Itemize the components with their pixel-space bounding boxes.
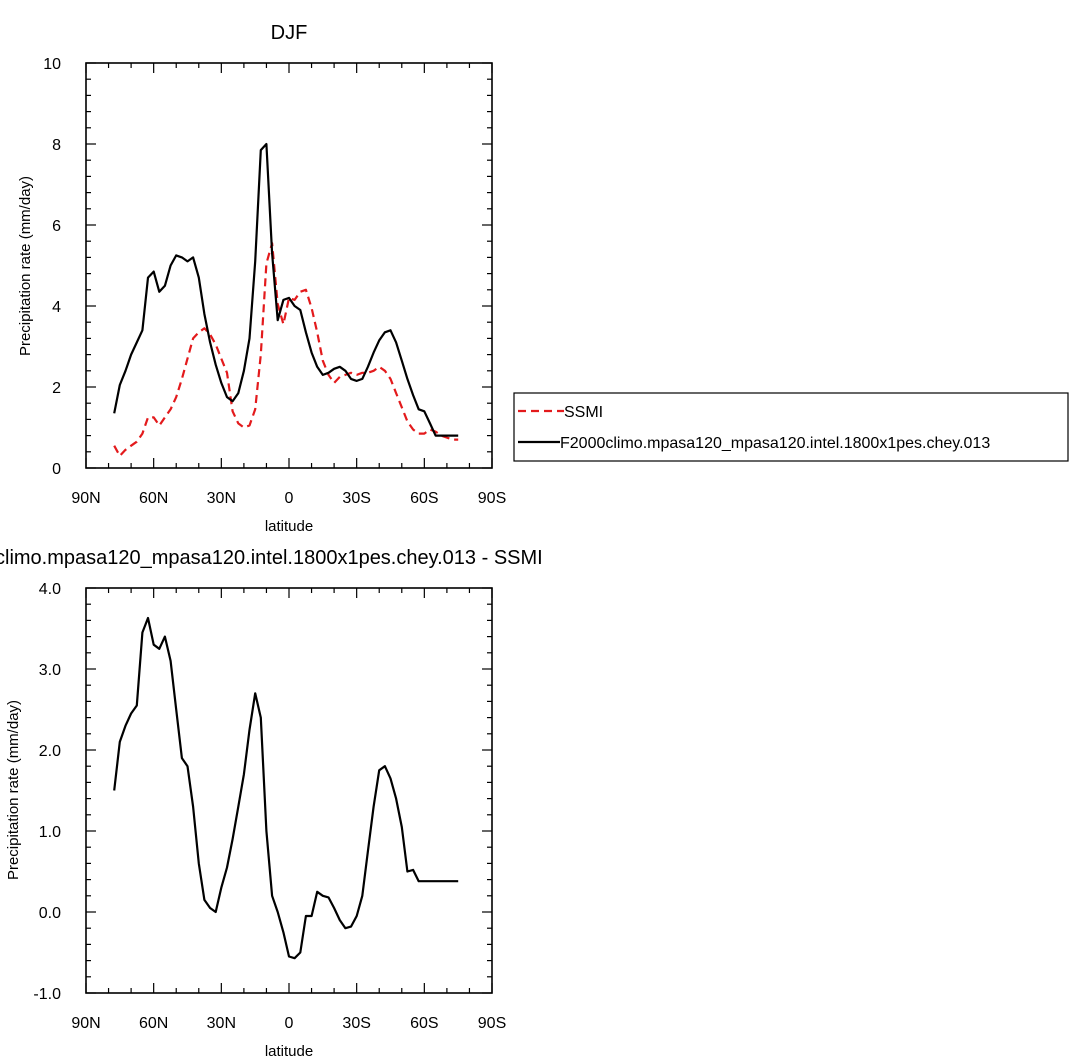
- y-tick-labels: 0 2 4 6 8 10: [43, 56, 61, 478]
- y-tick-label: 6: [52, 218, 61, 235]
- y-tick-label: -1.0: [33, 986, 61, 1003]
- x-tick-label: 60N: [139, 1015, 168, 1032]
- x-tick-labels: 90N 60N 30N 0 30S 60S 90S: [71, 1015, 506, 1032]
- y-axis-label: Precipitation rate (mm/day): [5, 700, 22, 880]
- y-tick-label: 0: [52, 461, 61, 478]
- x-tick-label: 90N: [71, 1015, 100, 1032]
- legend-entry-ssmi: SSMI: [564, 404, 603, 421]
- legend-box: [513, 392, 1069, 462]
- x-axis-label: latitude: [265, 518, 313, 535]
- chart-title: DJF: [271, 22, 308, 44]
- y-tick-label: 8: [52, 137, 61, 154]
- y-tick-label: 1.0: [39, 824, 61, 841]
- y-tick-label: 0.0: [39, 905, 61, 922]
- x-tick-label: 0: [285, 1015, 294, 1032]
- x-tick-labels: 90N 60N 30N 0 30S 60S 90S: [71, 490, 506, 507]
- x-tick-label: 90N: [71, 490, 100, 507]
- series-lines: [113, 142, 459, 457]
- y-axis-label: Precipitation rate (mm/day): [17, 176, 34, 356]
- x-tick-label: 60N: [139, 490, 168, 507]
- x-tick-label: 30S: [342, 1015, 370, 1032]
- y-tick-label: 2: [52, 380, 61, 397]
- y-tick-label: 4.0: [39, 581, 61, 598]
- y-tick-label: 2.0: [39, 743, 61, 760]
- series-line-0: [113, 616, 459, 960]
- series-line-1: [113, 142, 459, 437]
- x-tick-label: 30N: [207, 490, 236, 507]
- y-tick-label: 3.0: [39, 662, 61, 679]
- chart-title: climo.mpasa120_mpasa120.intel.1800x1pes.…: [0, 547, 543, 569]
- legend: SSMI F2000climo.mpasa120_mpasa120.intel.…: [513, 392, 1069, 462]
- series-line-0: [113, 242, 459, 457]
- x-tick-label: 90S: [478, 1015, 506, 1032]
- x-tick-label: 0: [285, 490, 294, 507]
- axis-ticks: [85, 62, 493, 469]
- x-tick-label: 30N: [207, 1015, 236, 1032]
- series-lines: [113, 616, 459, 960]
- panel-djf: DJF 0 2 4 6 8 10 90N 60N 30N 0 30S 60S 90S latitude…: [17, 22, 1069, 535]
- plot-frame: [85, 62, 493, 469]
- x-axis-label: latitude: [265, 1043, 313, 1060]
- axis-ticks: [85, 587, 493, 994]
- legend-entry-model: F2000climo.mpasa120_mpasa120.intel.1800x…: [560, 435, 990, 452]
- x-tick-label: 30S: [342, 490, 370, 507]
- x-tick-label: 90S: [478, 490, 506, 507]
- y-tick-label: 4: [52, 299, 61, 316]
- plot-frame: [85, 587, 493, 994]
- y-tick-label: 10: [43, 56, 61, 73]
- panel-difference: climo.mpasa120_mpasa120.intel.1800x1pes.…: [0, 547, 543, 1060]
- x-tick-label: 60S: [410, 490, 438, 507]
- x-tick-label: 60S: [410, 1015, 438, 1032]
- y-tick-labels: -1.0 0.0 1.0 2.0 3.0 4.0: [33, 581, 61, 1003]
